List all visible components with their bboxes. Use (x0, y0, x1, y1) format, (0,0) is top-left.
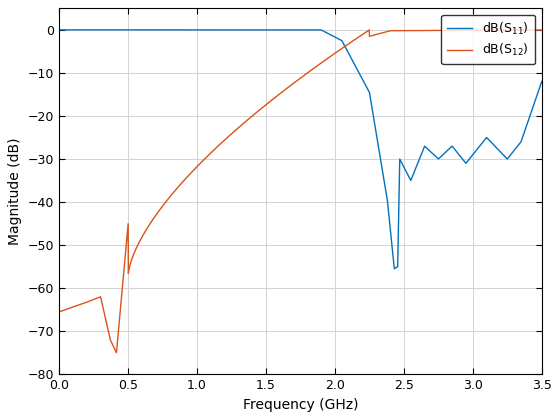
dB(S$_{12}$) (113, 350, 120, 355)
dB(S$_{12}$) (478, 28, 484, 33)
dB(S$_{11}$) (538, 79, 545, 84)
dB(S$_{11}$) (263, 27, 269, 32)
Legend: dB(S$_{11}$), dB(S$_{12}$): dB(S$_{11}$), dB(S$_{12}$) (441, 15, 535, 64)
dB(S$_{11}$) (391, 266, 398, 271)
dB(S$_{11}$) (141, 27, 147, 32)
Y-axis label: Magnitude (dB): Magnitude (dB) (8, 137, 22, 245)
dB(S$_{11}$) (242, 27, 249, 32)
dB(S$_{12}$) (529, 28, 536, 33)
dB(S$_{12}$) (366, 27, 372, 32)
dB(S$_{12}$) (57, 309, 64, 314)
dB(S$_{11}$) (477, 142, 484, 147)
X-axis label: Frequency (GHz): Frequency (GHz) (242, 398, 358, 412)
dB(S$_{12}$) (112, 348, 119, 353)
dB(S$_{11}$) (112, 27, 119, 32)
dB(S$_{11}$) (57, 27, 64, 32)
dB(S$_{11}$) (529, 106, 536, 111)
dB(S$_{12}$) (242, 119, 249, 124)
dB(S$_{12}$) (141, 231, 148, 236)
dB(S$_{12}$) (538, 28, 545, 33)
dB(S$_{12}$) (263, 102, 269, 107)
Line: dB(S$_{11}$): dB(S$_{11}$) (60, 30, 542, 269)
Line: dB(S$_{12}$): dB(S$_{12}$) (60, 30, 542, 353)
